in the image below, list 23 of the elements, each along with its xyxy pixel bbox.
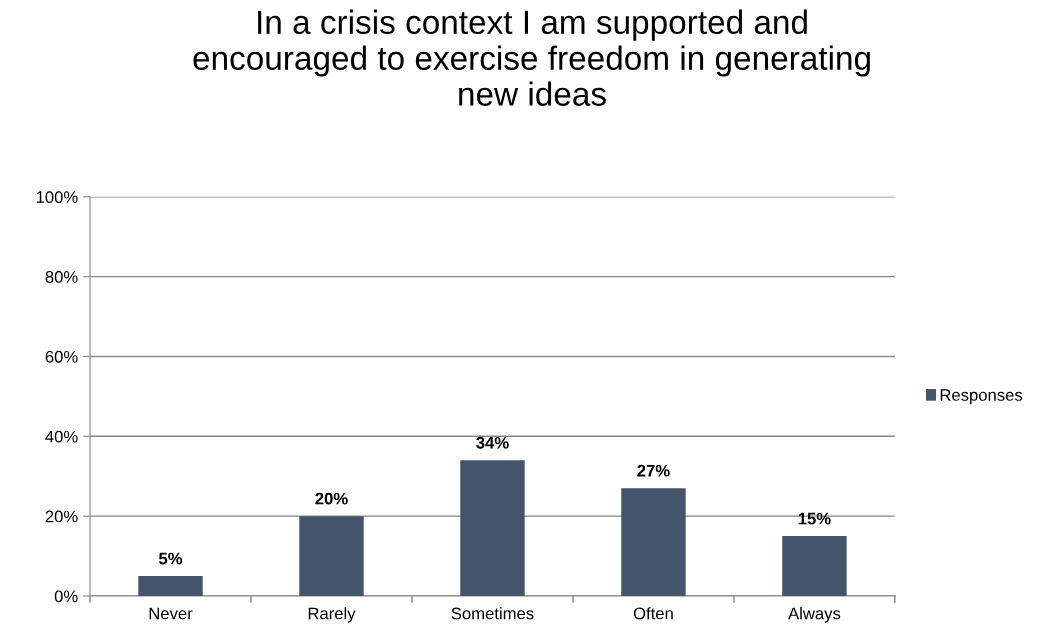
y-tick-label: 0% <box>54 590 78 603</box>
y-tick-label: 60% <box>45 350 78 363</box>
x-tick-label: Sometimes <box>451 607 534 620</box>
x-tick-label: Often <box>633 607 673 620</box>
y-tick-label: 40% <box>45 430 78 443</box>
bar <box>782 536 847 596</box>
bar <box>460 460 525 596</box>
bar <box>299 516 364 596</box>
data-label: 20% <box>315 492 348 505</box>
bar <box>138 576 203 596</box>
data-label: 27% <box>637 464 670 477</box>
y-tick-label: 80% <box>45 271 78 283</box>
x-tick-label: Rarely <box>308 607 356 623</box>
data-label: 15% <box>798 512 831 525</box>
y-tick-label: 100% <box>36 191 78 203</box>
chart-title: In a crisis context I am supported and encouraged to exercise freedom in generating new ideas <box>193 9 870 106</box>
x-tick-label: Never <box>149 607 193 620</box>
bar <box>621 488 686 596</box>
legend-label: Responses <box>940 389 1023 405</box>
x-tick-label: Always <box>788 607 841 623</box>
data-label: 5% <box>158 552 183 565</box>
data-label: 34% <box>476 436 509 449</box>
y-tick-label: 20% <box>45 510 78 523</box>
